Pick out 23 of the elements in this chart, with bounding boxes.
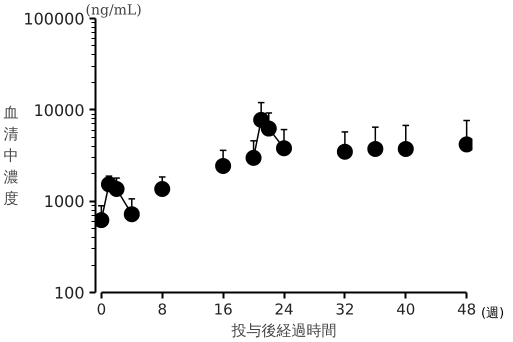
x-tick-label: 16 xyxy=(214,300,233,318)
point xyxy=(276,140,292,156)
y-tick-label: 1000 xyxy=(44,192,84,212)
y-tick-label: 100000 xyxy=(23,10,84,28)
x-tick-label: 32 xyxy=(335,300,354,318)
x-tick-label: 0 xyxy=(96,300,106,318)
x-tick-label: 40 xyxy=(396,300,416,318)
point xyxy=(124,206,140,222)
x-tick-label: 8 xyxy=(157,300,168,318)
point xyxy=(336,144,353,160)
annotation: (ng/mL) xyxy=(86,2,142,18)
x-tick-label: 24 xyxy=(274,300,294,318)
point xyxy=(367,140,384,157)
text: (週) xyxy=(481,305,504,323)
point xyxy=(154,180,170,197)
y-axis-title: 血清中濃度 xyxy=(3,103,18,208)
point xyxy=(215,158,232,174)
y-tick-label: 100 xyxy=(54,284,85,302)
x-tick-label: 48 xyxy=(457,300,476,318)
x-axis-title: 投与後経過時間 xyxy=(230,322,336,340)
point xyxy=(398,140,414,157)
point xyxy=(246,150,262,166)
y-tick-label: 10000 xyxy=(34,100,85,120)
